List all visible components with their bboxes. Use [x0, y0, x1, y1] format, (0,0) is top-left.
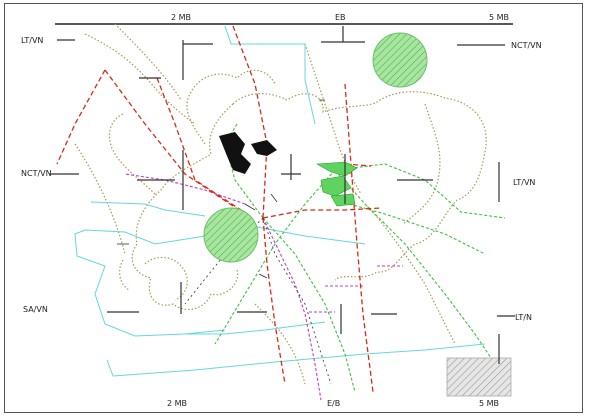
right-label-3: LT/N [515, 313, 532, 322]
small-ticks [117, 99, 325, 279]
bottom-label-3: 5 MB [479, 399, 499, 408]
left-label-2: NCT/VN [21, 169, 52, 178]
routes-green [214, 123, 506, 393]
top-scale-label-2: EB [335, 13, 346, 22]
top-scale-label-3: 5 MB [489, 13, 509, 22]
bottom-label-2: E/B [327, 399, 340, 408]
map-frame: 2 MB EB 5 MB LT/VN NCT/VN SA/VN NCT/VN L… [4, 3, 583, 413]
dark-landmass [219, 132, 277, 174]
map-canvas[interactable]: 2 MB EB 5 MB LT/VN NCT/VN SA/VN NCT/VN L… [5, 4, 584, 414]
top-scale-label-1: 2 MB [171, 13, 191, 22]
left-label-1: LT/VN [21, 36, 43, 45]
zone-rect-bottom-right [446, 357, 512, 397]
routes-cyan [74, 25, 486, 377]
bottom-label-1: 2 MB [167, 399, 187, 408]
green-cluster [315, 161, 358, 207]
routes-magenta [124, 173, 403, 401]
coastline [74, 23, 487, 385]
right-label-1: NCT/VN [511, 41, 542, 50]
right-label-2: LT/VN [513, 178, 535, 187]
markers [49, 26, 515, 364]
routes-gray [184, 217, 332, 385]
zone-circle-top-right [372, 32, 428, 88]
zone-circle-center [203, 207, 259, 263]
routes-red [56, 25, 382, 393]
left-label-3: SA/VN [23, 305, 48, 314]
